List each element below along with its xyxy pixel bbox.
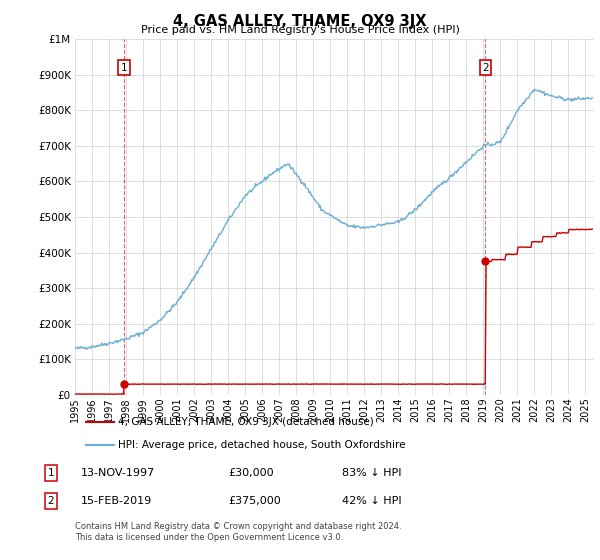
Text: 83% ↓ HPI: 83% ↓ HPI — [342, 468, 401, 478]
Text: 42% ↓ HPI: 42% ↓ HPI — [342, 496, 401, 506]
Text: Price paid vs. HM Land Registry's House Price Index (HPI): Price paid vs. HM Land Registry's House … — [140, 25, 460, 35]
Text: 1: 1 — [121, 63, 127, 73]
Text: HPI: Average price, detached house, South Oxfordshire: HPI: Average price, detached house, Sout… — [118, 440, 406, 450]
Text: 4, GAS ALLEY, THAME, OX9 3JX: 4, GAS ALLEY, THAME, OX9 3JX — [173, 14, 427, 29]
Text: This data is licensed under the Open Government Licence v3.0.: This data is licensed under the Open Gov… — [75, 533, 343, 542]
Text: 13-NOV-1997: 13-NOV-1997 — [81, 468, 155, 478]
Text: £30,000: £30,000 — [228, 468, 274, 478]
Text: 2: 2 — [47, 496, 55, 506]
Text: £375,000: £375,000 — [228, 496, 281, 506]
Text: Contains HM Land Registry data © Crown copyright and database right 2024.: Contains HM Land Registry data © Crown c… — [75, 522, 401, 531]
Text: 15-FEB-2019: 15-FEB-2019 — [81, 496, 152, 506]
Text: 2: 2 — [482, 63, 489, 73]
Text: 4, GAS ALLEY, THAME, OX9 3JX (detached house): 4, GAS ALLEY, THAME, OX9 3JX (detached h… — [118, 417, 374, 427]
Text: 1: 1 — [47, 468, 55, 478]
